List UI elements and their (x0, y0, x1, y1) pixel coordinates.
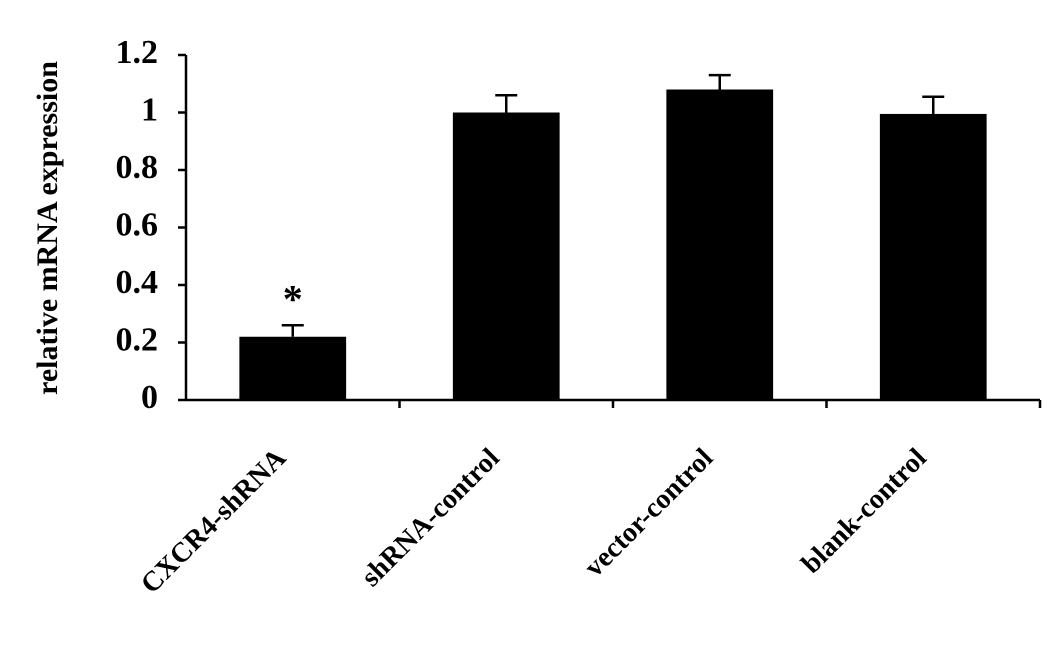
bar (239, 336, 347, 400)
y-tick-label: 1.2 (116, 34, 159, 71)
x-tick-label: CXCR4-shRNA (135, 442, 293, 600)
y-tick-label: 0.4 (116, 264, 159, 301)
y-tick-label: 0.6 (116, 206, 159, 243)
y-tick-label: 1 (141, 91, 158, 128)
y-tick-label: 0.8 (116, 149, 159, 186)
y-tick-label: 0.2 (116, 321, 159, 358)
x-tick-label: vector-control (579, 442, 720, 583)
x-tick-label: blank-control (796, 442, 933, 579)
bar (666, 89, 774, 400)
annotation: * (283, 276, 303, 321)
bar (452, 112, 560, 400)
bar (879, 113, 987, 400)
y-axis-label: relative mRNA expression (31, 61, 64, 395)
y-tick-label: 0 (141, 379, 158, 416)
x-tick-label: shRNA-control (355, 442, 505, 592)
